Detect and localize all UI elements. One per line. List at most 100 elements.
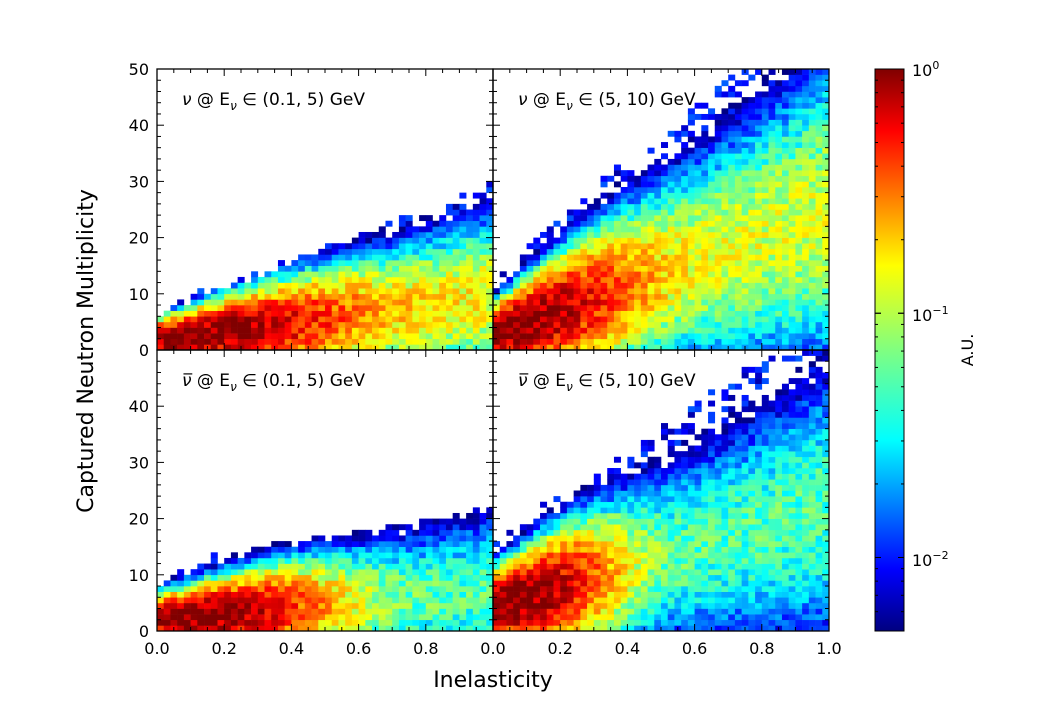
heatmap-cell: [647, 535, 655, 542]
heatmap-cell: [372, 535, 380, 542]
heatmap-cell: [654, 490, 662, 497]
heatmap-cell: [714, 501, 722, 508]
heatmap-cell: [795, 209, 803, 216]
heatmap-cell: [412, 541, 420, 547]
heatmap-cell: [439, 597, 447, 604]
heatmap-cell: [815, 484, 823, 491]
heatmap-cell: [788, 490, 796, 497]
heatmap-cell: [741, 557, 749, 564]
heatmap-cell: [613, 170, 621, 177]
heatmap-cell: [412, 288, 420, 295]
heatmap-cell: [775, 456, 783, 463]
heatmap-cell: [546, 226, 554, 233]
heatmap-cell: [331, 580, 339, 587]
heatmap-cell: [734, 271, 742, 278]
heatmap-cell: [613, 625, 621, 632]
heatmap-cell: [472, 512, 480, 519]
heatmap-cell: [654, 518, 662, 525]
heatmap-cell: [197, 608, 205, 615]
heatmap-cell: [452, 586, 460, 592]
heatmap-cell: [721, 333, 729, 340]
heatmap-cell: [741, 237, 749, 244]
heatmap-cell: [378, 591, 386, 598]
heatmap-cell: [781, 574, 789, 581]
heatmap-cell: [815, 276, 823, 283]
heatmap-cell: [566, 220, 574, 227]
heatmap-cell: [298, 625, 306, 632]
heatmap-cell: [708, 546, 716, 553]
heatmap-cell: [580, 602, 588, 609]
heatmap-cell: [607, 490, 615, 497]
heatmap-cell: [761, 445, 769, 452]
heatmap-cell: [318, 254, 326, 261]
heatmap-cell: [714, 344, 722, 351]
heatmap-cell: [674, 305, 682, 311]
heatmap-cell: [775, 248, 783, 255]
heatmap-cell: [781, 518, 789, 525]
heatmap-cell: [620, 507, 628, 514]
heatmap-cell: [647, 181, 655, 188]
heatmap-cell: [398, 619, 406, 626]
heatmap-cell: [553, 541, 561, 547]
heatmap-cell: [795, 456, 803, 463]
heatmap-cell: [728, 501, 736, 508]
heatmap-cell: [795, 434, 803, 441]
heatmap-cell: [385, 299, 393, 306]
heatmap-cell: [741, 563, 749, 570]
heatmap-cell: [634, 288, 642, 295]
heatmap-cell: [768, 175, 776, 182]
heatmap-cell: [540, 597, 548, 604]
heatmap-cell: [674, 321, 682, 328]
heatmap-cell: [822, 271, 830, 278]
heatmap-cell: [271, 614, 279, 621]
heatmap-cell: [687, 411, 695, 418]
heatmap-cell: [230, 310, 238, 317]
heatmap-cell: [768, 265, 776, 272]
heatmap-cell: [620, 602, 628, 609]
heatmap-cell: [271, 546, 279, 553]
heatmap-cell: [768, 602, 776, 609]
heatmap-cell: [701, 187, 709, 193]
heatmap-cell: [385, 557, 393, 564]
heatmap-cell: [721, 327, 729, 334]
heatmap-cell: [768, 400, 776, 407]
heatmap-cell: [204, 327, 212, 334]
heatmap-cell: [519, 546, 527, 553]
heatmap-cell: [741, 591, 749, 598]
heatmap-cell: [755, 423, 763, 429]
heatmap-cell: [755, 383, 763, 390]
heatmap-cell: [708, 473, 716, 480]
heatmap-cell: [788, 569, 796, 576]
heatmap-cell: [311, 614, 319, 621]
heatmap-cell: [781, 299, 789, 306]
heatmap-cell: [627, 288, 635, 295]
heatmap-cell: [708, 293, 716, 300]
heatmap-cell: [667, 591, 675, 598]
heatmap-cell: [775, 102, 783, 109]
heatmap-cell: [708, 226, 716, 233]
heatmap-cell: [775, 439, 783, 446]
heatmap-cell: [768, 338, 776, 345]
heatmap-cell: [667, 282, 675, 289]
heatmap-cell: [325, 271, 333, 278]
heatmap-cell: [493, 574, 501, 581]
heatmap-cell: [251, 321, 259, 328]
heatmap-cell: [264, 597, 272, 604]
heatmap-cell: [183, 333, 191, 340]
heatmap-cell: [768, 215, 776, 222]
heatmap-cell: [271, 327, 279, 334]
heatmap-cell: [372, 248, 380, 255]
heatmap-cell: [694, 158, 702, 165]
heatmap-cell: [177, 316, 185, 323]
heatmap-cell: [506, 338, 514, 345]
heatmap-cell: [291, 608, 299, 615]
heatmap-cell: [768, 209, 776, 216]
heatmap-cell: [788, 563, 796, 570]
heatmap-cell: [345, 591, 353, 598]
heatmap-cell: [486, 293, 494, 300]
heatmap-cell: [607, 305, 615, 311]
heatmap-cell: [331, 602, 339, 609]
heatmap-cell: [815, 108, 823, 115]
heatmap-cell: [613, 563, 621, 570]
heatmap-cell: [472, 518, 480, 525]
